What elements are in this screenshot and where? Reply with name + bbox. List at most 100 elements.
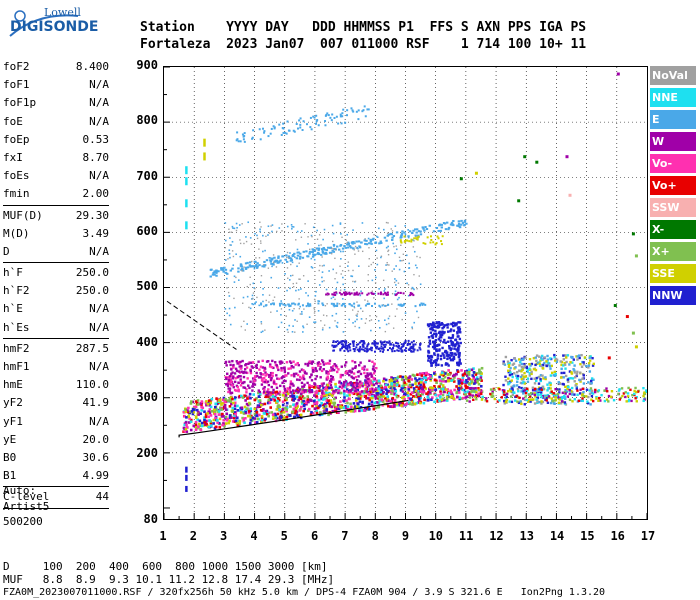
echo-point [358,391,362,394]
echo-point [234,377,237,380]
echo-point [384,378,388,382]
echo-point [263,388,266,392]
echo-point [256,405,260,409]
echo-point [379,291,382,294]
echo-point [306,409,310,412]
echo-point [325,397,328,401]
echo-point [271,230,273,233]
echo-point [271,302,274,305]
echo-point [572,358,576,361]
echo-point [342,108,345,111]
echo-point [361,222,364,224]
echo-point [360,382,364,385]
echo-point [419,396,422,400]
echo-point [259,372,262,375]
echo-point [564,385,567,389]
echo-point [305,250,308,253]
echo-point [421,303,424,306]
echo-point [251,260,253,263]
echo-point [517,390,520,393]
echo-point [235,360,239,363]
echo-point [284,287,286,289]
echo-point [362,344,365,347]
echo-point [395,395,399,399]
x-tick-label: 13 [519,529,534,543]
echo-point [315,409,318,413]
echo-point [369,372,372,375]
echo-point [470,378,474,382]
echo-point [383,340,386,343]
echo-point [586,400,589,403]
echo-point [208,410,211,414]
echo-point [427,336,431,339]
param-name: yE [3,432,17,446]
echo-point [271,417,275,420]
echo-point [447,228,450,231]
echo-point [314,366,317,370]
echo-point [387,399,391,403]
echo-point [480,372,483,375]
param-row: foF1p N/A [3,94,109,112]
echo-point [287,303,290,306]
echo-point [295,378,299,381]
echo-point [348,318,351,321]
echo-point [258,304,261,307]
file-info: FZA0M_2023007011000.RSF / 320fx256h 50 k… [3,587,606,598]
echo-point [209,405,213,409]
echo-point [224,361,227,364]
x-tick-label: 5 [280,529,288,543]
echo-point [286,413,290,417]
echo-point [343,390,346,393]
echo-point [375,382,379,385]
echo-point [340,386,344,390]
echo-point [263,369,266,372]
echo-point [314,300,316,303]
echo-point [302,409,305,413]
echo-point [520,358,523,362]
echo-point [249,361,252,365]
echo-point [333,349,336,352]
echo-point [434,335,438,338]
echo-point [317,302,320,305]
echo-point [278,393,282,396]
echo-point [325,288,328,291]
echo-point [276,405,280,409]
echo-point [349,343,352,346]
echo-point [395,402,398,406]
echo-point [206,402,210,406]
echo-point [308,305,310,308]
echo-point [249,265,252,268]
echo-point [473,395,477,398]
echo-point [244,266,248,269]
echo-point [357,343,360,346]
echo-point [402,344,405,347]
legend-item-e: E [650,110,696,129]
echo-point [605,398,609,401]
param-name: h`F2 [3,284,30,298]
echo-point [357,265,360,267]
header-labels: Station YYYY DAY DDD HHMMSS P1 FFS S AXN… [140,20,587,35]
echo-point [440,333,444,337]
echo-point [260,383,264,386]
echo-point [533,377,536,380]
echo-point [251,137,254,140]
echo-point [239,380,243,383]
echo-point [280,300,283,302]
echo-point [579,388,582,391]
echo-point [518,396,521,400]
echo-point [231,410,234,413]
echo-point [536,388,539,391]
echo-point [257,391,260,395]
echo-point [400,346,403,349]
echo-point [365,239,368,242]
echo-point [326,385,330,389]
echo-point [273,399,277,402]
echo-point [258,248,260,250]
ionogram-plot[interactable] [163,66,650,520]
echo-point [368,387,372,391]
echo-point [310,234,313,237]
echo-point [274,391,277,394]
echo-point [374,388,377,392]
echo-point [634,345,638,349]
echo-point [367,373,370,377]
